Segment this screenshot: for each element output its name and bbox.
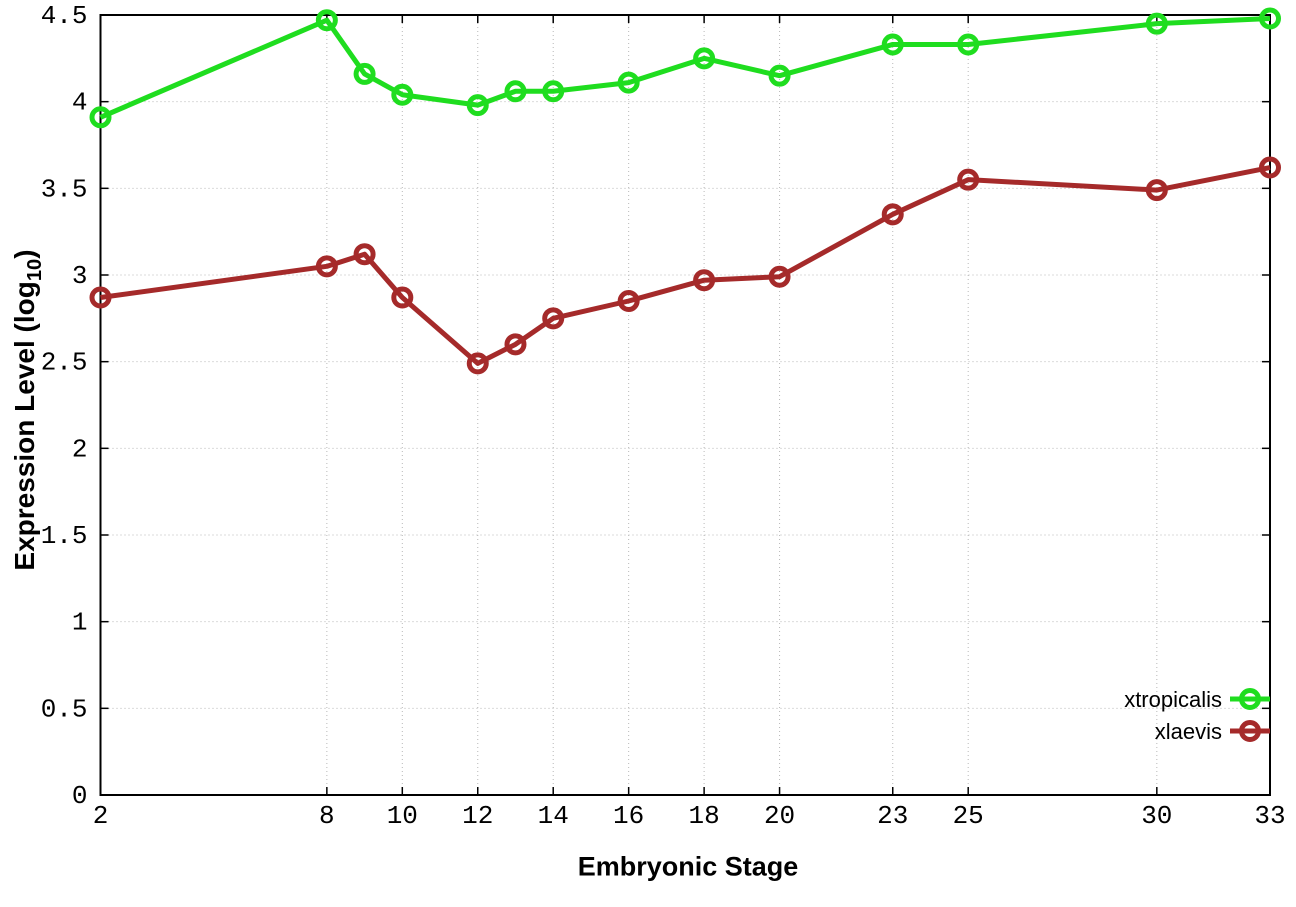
data-point-xtropicalis-stage-14 [542,80,565,103]
y-axis-title-subscript: 10 [23,258,46,282]
data-point-xlaevis-stage-20 [768,265,791,288]
series-xtropicalis [89,7,1281,129]
data-point-xtropicalis-stage-8 [315,9,338,32]
data-point-xlaevis-stage-18 [693,269,716,292]
y-axis-title-main: Expression Level (log [9,281,41,571]
y-axis-title-close: ) [9,249,41,259]
data-point-xtropicalis-stage-33 [1259,7,1281,30]
data-point-xtropicalis-stage-13 [504,80,527,103]
data-point-xtropicalis-stage-2 [89,106,112,129]
data-point-xlaevis-stage-8 [315,255,338,278]
data-point-xtropicalis-stage-25 [957,33,980,56]
y-tick-label-2: 2 [72,434,88,464]
y-tick-label-3: 3 [72,261,88,291]
data-point-xtropicalis-stage-16 [617,71,640,94]
y-tick-label-1.5: 1.5 [41,521,88,551]
legend-entry-xlaevis: xlaevis [1155,719,1270,744]
series-line-xlaevis [100,165,1271,366]
data-point-xtropicalis-stage-23 [881,33,904,56]
data-point-xlaevis-stage-12 [466,352,489,375]
x-tick-label-2: 2 [93,801,109,831]
data-point-xlaevis-stage-23 [881,203,904,226]
data-point-xlaevis-stage-30 [1145,179,1168,202]
x-tick-label-30: 30 [1141,801,1172,831]
data-point-xtropicalis-stage-9 [353,62,376,85]
data-point-xlaevis-stage-25 [957,168,980,191]
data-point-xlaevis-stage-16 [617,290,640,312]
legend-marker-xtropicalis [1239,688,1261,710]
x-tick-label-10: 10 [387,801,418,831]
y-tick-label-2.5: 2.5 [41,348,88,378]
x-axis-title: Embryonic Stage [577,851,799,882]
y-tick-label-4: 4 [72,88,88,118]
x-tick-label-25: 25 [953,801,984,831]
x-tick-label-16: 16 [613,801,644,831]
data-point-xlaevis-stage-33 [1259,156,1281,179]
x-tick-label-8: 8 [319,801,335,831]
tick-labels: 2 8 10 12 14 16 18 20 23 25 30 33 0 0.5 1 1.5 2 2.5 3 3.5 4 4… [41,1,1286,831]
data-point-xtropicalis-stage-10 [391,83,414,106]
x-tick-label-14: 14 [538,801,569,831]
gridlines [100,15,1270,795]
data-point-xlaevis-stage-14 [542,307,565,330]
x-tick-label-20: 20 [764,801,795,831]
legend: xtropicalis xlaevis [1124,687,1270,744]
y-tick-label-4.5: 4.5 [41,1,88,31]
data-point-xtropicalis-stage-12 [466,94,489,117]
data-point-xtropicalis-stage-20 [768,64,791,87]
y-tick-label-0.5: 0.5 [41,694,88,724]
y-tick-label-1: 1 [72,608,88,638]
data-point-xlaevis-stage-9 [353,243,376,266]
series-xlaevis [89,156,1281,375]
series-line-xtropicalis [99,15,1271,120]
legend-entry-xtropicalis: xtropicalis [1124,687,1270,712]
data-point-xlaevis-stage-2 [89,286,112,309]
data-point-xlaevis-stage-10 [391,286,414,309]
plot-border [99,14,1271,796]
y-tick-label-3.5: 3.5 [41,174,88,204]
tick-marks [99,14,1271,796]
x-tick-label-18: 18 [689,801,720,831]
data-point-xtropicalis-stage-30 [1145,12,1168,35]
legend-label-xtropicalis: xtropicalis [1124,687,1222,712]
data-point-xlaevis-stage-13 [504,333,527,356]
x-tick-label-33: 33 [1254,801,1285,831]
legend-marker-xlaevis [1239,720,1261,742]
x-tick-label-23: 23 [877,801,908,831]
y-tick-label-0: 0 [72,781,88,811]
x-tick-label-12: 12 [462,801,493,831]
legend-label-xlaevis: xlaevis [1155,719,1222,744]
data-point-xtropicalis-stage-18 [693,47,716,70]
y-axis-title: Expression Level (log10) [9,249,47,570]
